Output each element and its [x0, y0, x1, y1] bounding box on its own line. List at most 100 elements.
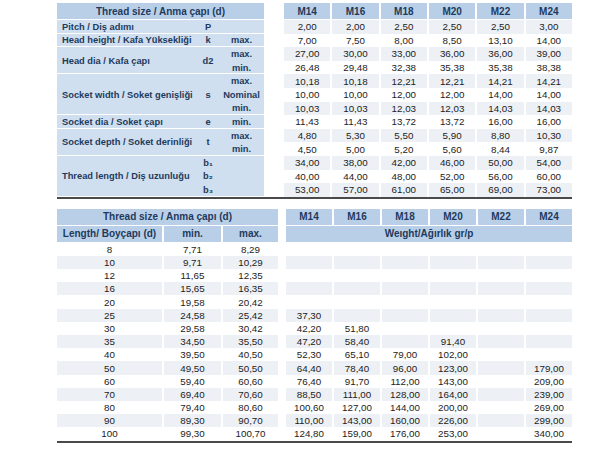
value-m18: 33,00 [381, 47, 427, 61]
thread-size-header: Thread size / Anma çapı (d) [57, 3, 264, 19]
weight-m22 [478, 256, 524, 269]
weight-m16 [334, 256, 380, 269]
weight-m24 [526, 256, 572, 269]
value-m24: 16,00 [526, 115, 572, 129]
max-value: 16,35 [223, 282, 278, 295]
table-row: 30 29,58 30,42 42,20 51,80 [57, 322, 572, 335]
weight-m18 [382, 243, 428, 256]
weight-m20: 164,00 [430, 388, 476, 401]
weights-header-row-1: Thread size / Anma çapı (d) M14 M16 M18 … [57, 209, 572, 225]
column-gap [280, 348, 284, 361]
value-m20: 8,50 [429, 34, 475, 48]
weight-m18 [382, 309, 428, 322]
value-m20: 65,00 [429, 183, 475, 197]
column-gap [266, 88, 282, 102]
length-value: 30 [57, 322, 162, 335]
value-m22: 8,44 [477, 142, 523, 156]
table-row: 8 7,71 8,29 [57, 243, 572, 256]
max-value: 25,42 [223, 309, 278, 322]
sub-label: min. [219, 115, 264, 129]
weight-m16 [334, 295, 380, 308]
min-value: 29,58 [164, 322, 221, 335]
weight-m14: 52,30 [286, 348, 332, 361]
value-m18: 12,03 [381, 102, 427, 116]
table-row: 20 19,58 20,42 [57, 295, 572, 308]
value-m24: 60,00 [526, 170, 572, 184]
value-m20: 52,00 [429, 170, 475, 184]
sub-label: max. [219, 74, 264, 88]
weight-m18 [382, 282, 428, 295]
value-m24: 38,38 [526, 61, 572, 75]
column-gap [280, 427, 284, 440]
column-gap [266, 47, 282, 61]
column-gap [266, 102, 282, 116]
spec-group-head-height: Head height / Kafa Yüksekliği k max. 7,0… [57, 34, 572, 48]
value-m18: 5,20 [381, 142, 427, 156]
weight-m18 [382, 322, 428, 335]
value-m24: 14,21 [526, 74, 572, 88]
value-m18: 61,00 [381, 183, 427, 197]
value-m22: 14,03 [477, 102, 523, 116]
weight-m16: 143,00 [334, 414, 380, 427]
weight-m14: 37,30 [286, 309, 332, 322]
column-gap [266, 20, 282, 34]
column-gap [266, 142, 282, 156]
value-m18: 8,00 [381, 34, 427, 48]
value-m16: 10,00 [332, 88, 378, 102]
max-value: 100,70 [223, 427, 278, 440]
weight-m24 [526, 282, 572, 295]
weight-m20 [430, 282, 476, 295]
value-m22: 16,00 [477, 115, 523, 129]
weight-m20: 123,00 [430, 361, 476, 374]
length-weight-table: Thread size / Anma çapı (d) M14 M16 M18 … [57, 209, 572, 443]
min-value: 15,65 [164, 282, 221, 295]
column-gap [280, 295, 284, 308]
weight-m14: 100,60 [286, 401, 332, 414]
value-m24: 10,30 [526, 129, 572, 143]
weight-m22 [478, 243, 524, 256]
max-value: 12,35 [223, 269, 278, 282]
max-value: 80,60 [223, 401, 278, 414]
spec-group-head-dia: Head dia / Kafa çapı d2 max. 27,00 30,00… [57, 47, 572, 74]
weight-m20: 226,00 [430, 414, 476, 427]
weight-m22 [478, 269, 524, 282]
value-m14: 40,00 [284, 170, 330, 184]
table-row: 40 39,50 40,50 52,30 65,10 79,00 102,00 [57, 348, 572, 361]
sub-label: min. [219, 102, 264, 116]
min-column-header: min. [164, 226, 221, 242]
min-value: 7,71 [164, 243, 221, 256]
max-value: 70,60 [223, 388, 278, 401]
weight-m22 [478, 427, 524, 440]
table-row: min. 11,43 11,43 13,72 13,72 16,00 16,00 [219, 115, 572, 129]
weight-m16 [334, 309, 380, 322]
weight-m16: 65,10 [334, 348, 380, 361]
length-value: 35 [57, 335, 162, 348]
table-row: max. 27,00 30,00 33,00 36,00 36,00 39,00 [219, 47, 572, 61]
spec-symbol: k [197, 34, 219, 48]
spec-symbol: t [197, 129, 219, 156]
table-row: 25 24,58 25,42 37,30 [57, 309, 572, 322]
weight-m24 [526, 348, 572, 361]
spec-label: Socket dia / Soket çapı [57, 115, 197, 129]
weight-m14 [286, 256, 332, 269]
sub-label: min. [219, 142, 264, 156]
weight-m20: 253,00 [430, 427, 476, 440]
weight-m24 [526, 269, 572, 282]
value-m18: 48,00 [381, 170, 427, 184]
table-row: 53,00 57,00 61,00 65,00 69,00 73,00 [219, 183, 572, 197]
length-value: 8 [57, 243, 162, 256]
value-m14: 27,00 [284, 47, 330, 61]
weight-m22 [478, 282, 524, 295]
weight-m20 [430, 243, 476, 256]
weight-m18: 144,00 [382, 401, 428, 414]
spec-rows: max. 10,18 10,18 12,21 12,21 14,21 14,21… [219, 74, 572, 115]
spec-symbol: d2 [197, 47, 219, 74]
spec-label: Thread length / Diş uzunluğu [57, 156, 197, 197]
value-m24: 14,00 [526, 88, 572, 102]
table-row: min. 10,03 10,03 12,03 12,03 14,03 14,03 [219, 102, 572, 116]
weight-m14: 64,40 [286, 361, 332, 374]
sub-label [219, 156, 264, 170]
table-row: Nominal 10,00 10,00 12,00 12,00 14,00 14… [219, 88, 572, 102]
spec-group-socket-width: Socket width / Soket genişliği s max. 10… [57, 74, 572, 115]
weight-m24: 179,00 [526, 361, 572, 374]
